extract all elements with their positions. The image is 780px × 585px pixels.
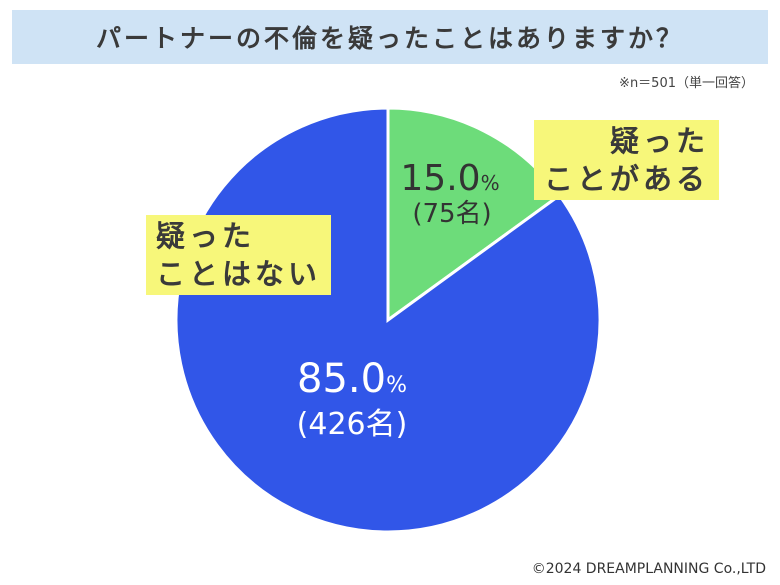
chart-title: パートナーの不倫を疑ったことはありますか？ [95, 24, 684, 53]
slice-label-no-line2: ことはない [156, 257, 322, 291]
slice-label-no-line1: 疑った [156, 219, 256, 253]
sample-note: ※n＝501（単一回答） [619, 76, 754, 91]
slice-label-yes-line2: ことがある [544, 162, 710, 196]
pie-slice-1 [174, 106, 602, 534]
title-bar: パートナーの不倫を疑ったことはありますか？ [12, 10, 768, 64]
pie-count-label-0: (75名) [412, 199, 491, 229]
pie-percent-label-1: 85.0% [297, 356, 407, 402]
slice-label-yes-line1: 疑った [610, 124, 710, 158]
slice-label-yes: 疑った ことがある [534, 120, 720, 200]
pie-count-label-1: (426名) [297, 407, 408, 442]
pie-percent-label-0: 15.0% [400, 158, 499, 199]
slice-label-no: 疑った ことはない [146, 215, 332, 295]
copyright-credit: ©2024 DREAMPLANNING Co.,LTD [531, 561, 766, 577]
